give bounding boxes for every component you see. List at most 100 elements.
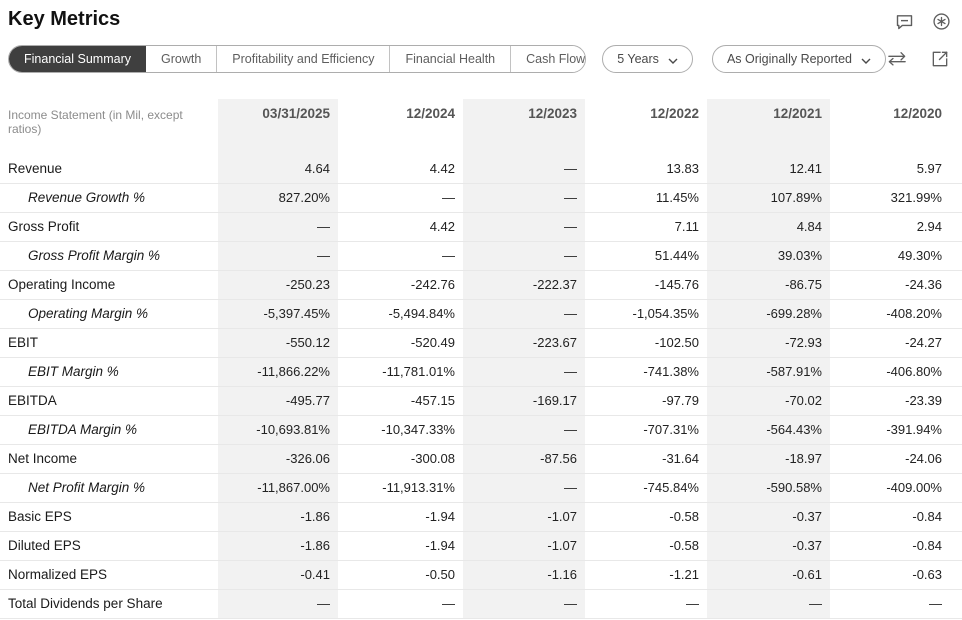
cell-value: -590.58% xyxy=(766,480,822,495)
cell-value: -1.16 xyxy=(547,567,577,582)
column-header: 12/2023 xyxy=(528,106,577,121)
row-label: Diluted EPS xyxy=(8,538,81,553)
cell-value: -0.37 xyxy=(792,538,822,553)
cell-value: — xyxy=(317,219,330,234)
table-row: Net Income -326.06 -300.08 -87.56 -31.64… xyxy=(0,444,962,473)
table-row: EBIT -550.12 -520.49 -223.67 -102.50 -72… xyxy=(0,328,962,357)
table-row: EBIT Margin % -11,866.22% -11,781.01% — … xyxy=(0,357,962,386)
cell-value: 2.94 xyxy=(916,219,942,234)
cell-value: — xyxy=(442,190,455,205)
cell-value: -1.86 xyxy=(300,538,330,553)
period-dropdown[interactable]: 5 Years xyxy=(602,45,693,73)
cell-value: 13.83 xyxy=(666,160,699,176)
cell-value: -18.97 xyxy=(785,451,822,466)
cell-value: 4.64 xyxy=(304,160,330,176)
row-label: Net Income xyxy=(8,451,78,466)
table-row: Total Dividends per Share — — — — — — xyxy=(0,589,962,618)
reporting-basis-dropdown[interactable]: As Originally Reported xyxy=(711,45,886,73)
cell-value: -1.94 xyxy=(425,538,455,553)
tab-cash-flow[interactable]: Cash Flow xyxy=(510,46,586,72)
cell-value: 4.84 xyxy=(796,219,822,234)
cell-value: -699.28% xyxy=(766,306,822,321)
cell-value: -745.84% xyxy=(643,480,699,495)
cell-value: — xyxy=(317,248,330,263)
cell-value: — xyxy=(564,248,577,263)
table-caption: Income Statement (in Mil, except ratios) xyxy=(8,108,183,136)
table-row: Revenue 4.64 4.42 — 13.83 12.41 5.97 xyxy=(0,154,962,183)
cell-value: — xyxy=(564,364,577,379)
row-label: Operating Margin % xyxy=(28,306,149,321)
cell-value: 4.42 xyxy=(429,160,455,176)
cell-value: 49.30% xyxy=(897,248,942,263)
row-label: EBIT xyxy=(8,335,39,350)
cell-value: -1.07 xyxy=(547,509,577,524)
column-header: 12/2022 xyxy=(650,106,699,121)
asterisk-circle-icon[interactable] xyxy=(931,11,952,32)
cell-value: -0.61 xyxy=(792,567,822,582)
table-row: Operating Margin % -5,397.45% -5,494.84%… xyxy=(0,299,962,328)
cell-value: -1.94 xyxy=(425,509,455,524)
cell-value: -5,397.45% xyxy=(263,306,331,321)
cell-value: -707.31% xyxy=(643,422,699,437)
row-label: Basic EPS xyxy=(8,509,72,524)
cell-value: 321.99% xyxy=(890,190,942,205)
cell-value: -0.37 xyxy=(792,509,822,524)
chevron-down-icon xyxy=(861,53,871,67)
cell-value: -24.36 xyxy=(905,277,942,292)
row-label: Normalized EPS xyxy=(8,567,108,582)
cell-value: -11,866.22% xyxy=(257,364,330,379)
tab-growth[interactable]: Growth xyxy=(145,46,217,72)
cell-value: — xyxy=(564,480,577,495)
cell-value: -408.20% xyxy=(886,306,942,321)
cell-value: -1.86 xyxy=(300,509,330,524)
key-metrics-table: Income Statement (in Mil, except ratios)… xyxy=(0,99,962,619)
cell-value: -11,913.31% xyxy=(382,480,455,495)
column-header: 03/31/2025 xyxy=(262,106,330,121)
cell-value: 51.44% xyxy=(654,248,699,263)
cell-value: -495.77 xyxy=(285,393,330,408)
cell-value: 4.42 xyxy=(429,219,455,234)
row-label: Gross Profit Margin % xyxy=(28,248,161,263)
reporting-basis-dropdown-label: As Originally Reported xyxy=(726,52,852,66)
cell-value: -0.63 xyxy=(912,567,942,582)
cell-value: 107.89% xyxy=(770,190,822,205)
tab-group: Financial Summary Growth Profitability a… xyxy=(8,45,587,73)
cell-value: 827.20% xyxy=(278,190,330,205)
cell-value: -223.67 xyxy=(532,335,577,350)
compare-arrows-icon[interactable] xyxy=(886,50,908,68)
cell-value: -250.23 xyxy=(285,277,330,292)
cell-value: 7.11 xyxy=(674,219,699,234)
table-row: Gross Profit Margin % — — — 51.44% 39.03… xyxy=(0,241,962,270)
tab-profitability-and-efficiency[interactable]: Profitability and Efficiency xyxy=(216,46,390,72)
chevron-down-icon xyxy=(668,53,678,67)
row-label: Revenue Growth % xyxy=(28,190,146,205)
tab-financial-summary[interactable]: Financial Summary xyxy=(9,46,146,72)
cell-value: -11,867.00% xyxy=(257,480,330,495)
cell-value: -70.02 xyxy=(785,393,822,408)
cell-value: -457.15 xyxy=(410,393,455,408)
cell-value: -406.80% xyxy=(886,364,942,379)
cell-value: — xyxy=(809,596,822,611)
export-icon[interactable] xyxy=(930,49,950,69)
cell-value: — xyxy=(929,596,942,611)
cell-value: -1,054.35% xyxy=(632,306,700,321)
cell-value: -102.50 xyxy=(654,335,699,350)
cell-value: -741.38% xyxy=(643,364,699,379)
cell-value: -0.84 xyxy=(912,538,942,553)
cell-value: -564.43% xyxy=(766,422,822,437)
table-row: EBITDA Margin % -10,693.81% -10,347.33% … xyxy=(0,415,962,444)
cell-value: 11.45% xyxy=(655,190,699,205)
cell-value: -520.49 xyxy=(410,335,455,350)
cell-value: -86.75 xyxy=(785,277,822,292)
cell-value: -97.79 xyxy=(662,393,699,408)
cell-value: -222.37 xyxy=(532,277,577,292)
table-header-row: Income Statement (in Mil, except ratios)… xyxy=(0,99,962,154)
tab-financial-health[interactable]: Financial Health xyxy=(389,46,511,72)
cell-value: — xyxy=(442,248,455,263)
toolbar: Financial Summary Growth Profitability a… xyxy=(0,45,962,73)
cell-value: -169.17 xyxy=(532,393,577,408)
comment-icon[interactable] xyxy=(894,11,915,32)
cell-value: -31.64 xyxy=(662,451,699,466)
cell-value: — xyxy=(564,160,577,176)
